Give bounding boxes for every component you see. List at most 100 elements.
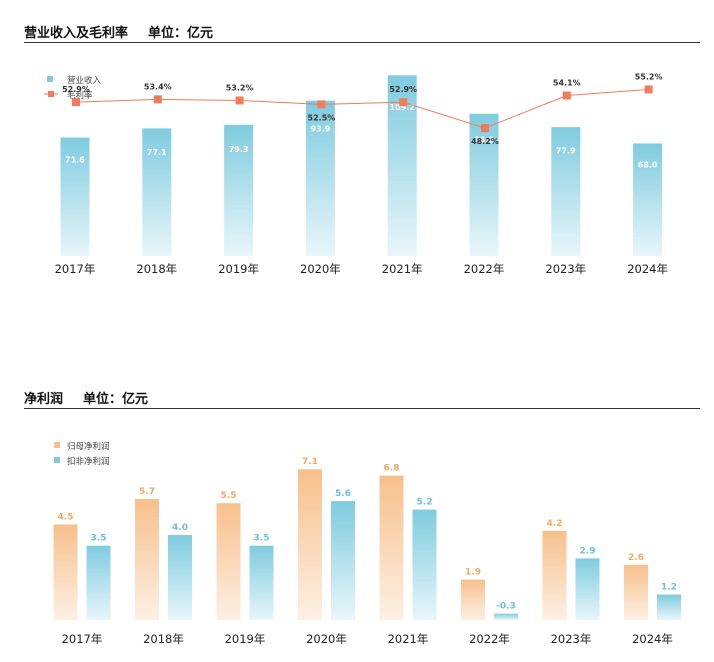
revenue-header-rule	[24, 42, 700, 43]
margin-value-label: 53.4%	[144, 82, 172, 91]
revenue-chart-unit: 单位：亿元	[148, 26, 214, 41]
revenue-margin-chart: 营业收入 毛利率 71.6 77.1 79.3 93.9 109.2 86.0 77.9 68…	[44, 72, 668, 276]
revenue-bar	[551, 127, 581, 257]
margin-value-label: 52.5%	[308, 113, 336, 122]
x-tick-label: 2018年	[136, 262, 177, 276]
x-tick-label: 2021年	[382, 262, 423, 276]
margin-line	[75, 88, 649, 129]
legend-parent-profit-label: 归母净利润	[67, 441, 110, 452]
margin-value-label: 52.9%	[389, 85, 417, 94]
deducted-profit-bar	[657, 594, 681, 620]
revenue-value-label: 68.0	[638, 160, 658, 169]
deducted-profit-value-label: 1.2	[661, 583, 677, 593]
margin-point	[72, 98, 80, 107]
net-profit-chart: 归母净利润 扣非净利润 4.5 3.5 5.7 4.0 5.5 3.5 7.1 5.6 6.8 5…	[53, 441, 681, 646]
revenue-value-label: 71.6	[65, 155, 85, 164]
revenue-bars: 71.6 77.1 79.3 93.9 109.2 86.0 77.9 68.0	[60, 75, 663, 257]
revenue-bar	[469, 113, 499, 256]
parent-profit-bar	[298, 469, 322, 620]
x-tick-label: 2019年	[218, 262, 259, 276]
parent-profit-value-label: 5.5	[221, 491, 237, 501]
legend-parent-profit-swatch	[54, 442, 60, 448]
legend-deducted-profit-label: 扣非净利润	[67, 456, 110, 467]
deducted-profit-value-label: 3.5	[91, 534, 107, 544]
revenue-value-label: 109.2	[390, 103, 415, 112]
parent-profit-bar	[624, 564, 648, 620]
parent-profit-bar	[53, 524, 78, 620]
parent-profit-bar	[379, 475, 404, 620]
revenue-chart-title: 营业收入及毛利率	[24, 26, 129, 41]
revenue-bar	[142, 128, 172, 256]
x-tick-label: 2024年	[627, 262, 668, 276]
revenue-value-label: 86.0	[474, 135, 494, 144]
deducted-profit-bar	[494, 613, 518, 620]
margin-value-label: 48.2%	[471, 137, 499, 146]
margin-point	[644, 85, 653, 94]
legend-margin-label: 毛利率	[67, 90, 93, 101]
margin-point	[562, 91, 571, 100]
revenue-panel-header: 营业收入及毛利率 单位：亿元	[24, 22, 213, 41]
profit-bars: 4.5 3.5 5.7 4.0 5.5 3.5 7.1 5.6 6.8 5.2 1.9 -0.3 4.2…	[53, 457, 681, 620]
revenue-bar	[60, 137, 90, 256]
x-tick-label: 2019年	[225, 632, 266, 646]
profit-header-rule	[24, 408, 700, 409]
x-tick-label: 2017年	[62, 632, 103, 646]
parent-profit-bar	[135, 498, 159, 620]
margin-point	[399, 98, 408, 107]
revenue-bar	[224, 124, 254, 256]
parent-profit-bar	[216, 503, 241, 620]
deducted-profit-bar	[168, 535, 192, 620]
x-tick-label: 2020年	[306, 632, 347, 646]
parent-profit-value-label: 5.7	[139, 487, 155, 497]
margin-value-label: 55.2%	[635, 72, 663, 81]
deducted-profit-value-label: -0.3	[496, 602, 516, 612]
revenue-value-label: 79.3	[229, 145, 249, 154]
margin-value-label: 54.1%	[553, 79, 581, 88]
legend-deducted-profit-swatch	[54, 457, 60, 463]
legend-margin-marker	[48, 91, 54, 97]
deducted-profit-bar	[412, 509, 437, 620]
parent-profit-bar	[542, 530, 567, 620]
x-tick-label: 2020年	[300, 262, 341, 276]
parent-profit-value-label: 4.5	[58, 512, 74, 522]
deducted-profit-value-label: 4.0	[172, 523, 188, 533]
deducted-profit-bar	[575, 558, 600, 620]
deducted-profit-bar	[86, 545, 111, 620]
margin-point	[153, 95, 162, 104]
legend-revenue-label: 营业收入	[67, 75, 102, 86]
margin-line-series: 52.9% 53.4% 53.2% 52.5% 52.9% 48.2% 54.1% 55.2%	[62, 72, 662, 146]
x-tick-label: 2021年	[388, 632, 429, 646]
x-tick-label: 2022年	[464, 262, 505, 276]
margin-value-label: 53.2%	[226, 83, 254, 92]
deducted-profit-value-label: 3.5	[254, 534, 270, 544]
parent-profit-bar	[461, 579, 485, 620]
parent-profit-value-label: 7.1	[302, 457, 318, 467]
x-tick-label: 2017年	[55, 262, 96, 276]
legend-revenue-swatch	[47, 76, 53, 82]
profit-chart-title: 净利润	[24, 392, 64, 407]
profit-legend: 归母净利润 扣非净利润	[54, 441, 110, 467]
deducted-profit-value-label: 2.9	[580, 546, 596, 556]
x-tick-label: 2024年	[632, 632, 673, 646]
profit-chart-unit: 单位：亿元	[83, 392, 149, 407]
parent-profit-value-label: 2.6	[628, 553, 644, 563]
deducted-profit-bar	[331, 501, 355, 620]
margin-value-label: 52.9%	[62, 85, 90, 94]
deducted-profit-bar	[249, 545, 274, 620]
deducted-profit-value-label: 5.2	[417, 498, 433, 508]
revenue-x-axis: 2017年 2018年 2019年 2020年 2021年 2022年 2023年 2024年	[55, 262, 668, 276]
profit-x-axis: 2017年 2018年 2019年 2020年 2021年 2022年 2023年 2024年	[62, 632, 673, 646]
revenue-bar	[633, 143, 663, 256]
profit-panel-header: 净利润 单位：亿元	[24, 388, 148, 407]
revenue-value-label: 93.9	[311, 124, 331, 133]
margin-point	[481, 124, 489, 133]
revenue-legend: 营业收入 毛利率	[44, 75, 102, 101]
revenue-bar	[305, 100, 335, 256]
deducted-profit-value-label: 5.6	[335, 489, 351, 499]
x-tick-label: 2023年	[551, 632, 592, 646]
parent-profit-value-label: 1.9	[465, 568, 481, 578]
parent-profit-value-label: 4.2	[547, 519, 563, 529]
margin-point	[317, 100, 326, 109]
x-tick-label: 2022年	[469, 632, 510, 646]
margin-point	[235, 96, 244, 105]
